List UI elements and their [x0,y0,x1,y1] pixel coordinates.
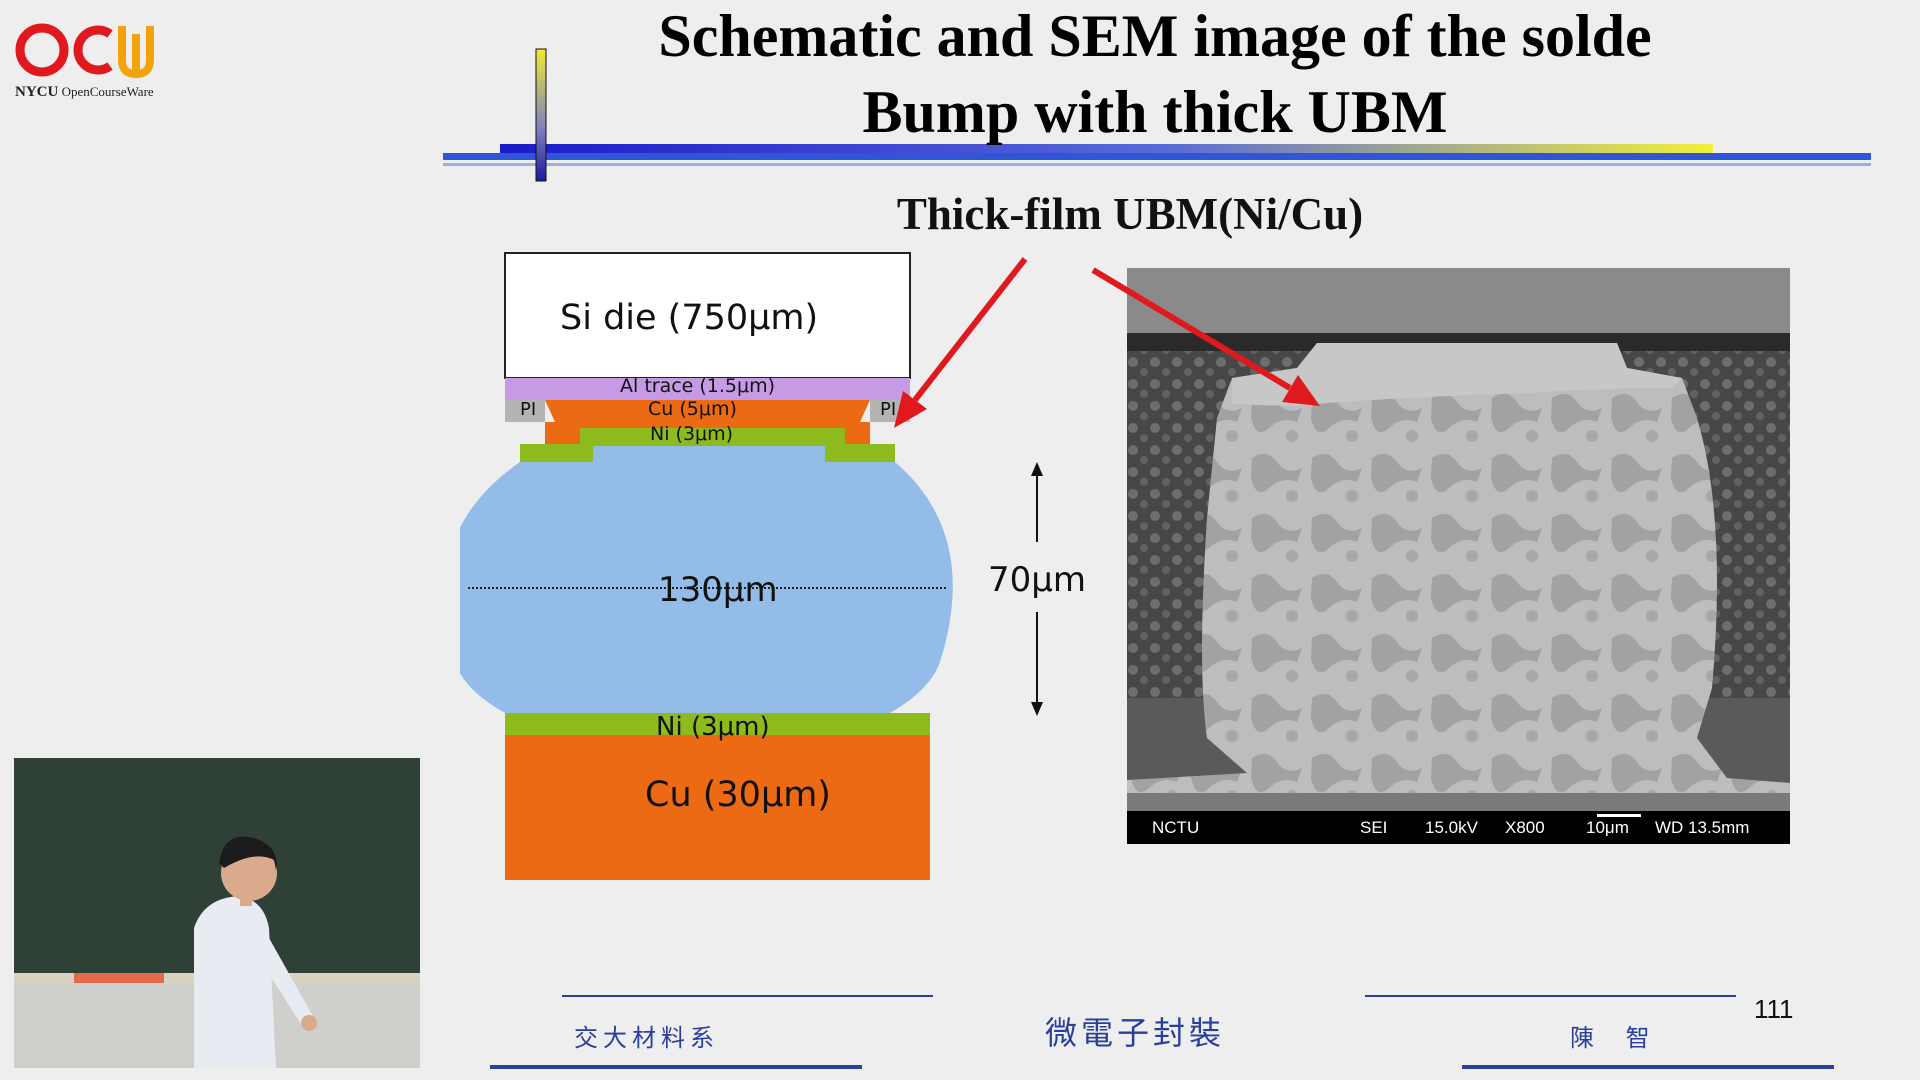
al-trace-label: Al trace (1.5μm) [620,375,776,397]
sem-scale: 10μm [1586,818,1629,837]
logo-sub: OpenCourseWare [61,84,154,99]
ni-top-label: Ni (3μm) [650,423,734,445]
title-decoration [443,48,1871,182]
logo-caption: NYCU OpenCourseWare [15,84,154,101]
slide-title-line2: Bump with thick UBM [862,79,1448,145]
sem-scale-bar [1597,814,1641,817]
lecturer-video [14,758,420,1068]
sem-mag: X800 [1505,818,1545,837]
height-label: 70μm [988,560,1087,600]
footer-lines [490,995,1834,1069]
slide-subtitle: Thick-film UBM(Ni/Cu) [896,189,1364,239]
pi-left-label: PI [520,399,537,420]
slide-title-line1: Schematic and SEM image of the solde [658,3,1652,69]
sem-wd: WD 13.5mm [1655,818,1750,837]
sem-mode: SEI [1360,818,1388,837]
bump-schematic [460,252,1043,880]
sem-info-bar: NCTU SEI 15.0kV X800 10μm WD 13.5mm [1127,811,1790,844]
sem-image: NCTU SEI 15.0kV X800 10μm WD 13.5mm [1127,268,1790,844]
sem-org: NCTU [1152,818,1200,837]
cu-top-label: Cu (5μm) [648,398,737,420]
sem-micrograph [1127,268,1790,811]
cu-bottom-label: Cu (30μm) [645,775,831,815]
lecturer-video-frame [14,758,420,1068]
footer-dept: 交大材料系 [574,1024,719,1052]
width-label: 130μm [658,570,778,610]
ni-bottom-label: Ni (3μm) [656,712,770,742]
sem-kv: 15.0kV [1425,818,1478,837]
ocw-logo [15,23,154,79]
footer-course: 微電子封裝 [1045,1014,1226,1052]
footer-author: 陳 智 [1570,1024,1662,1052]
logo-brand: NYCU [15,84,59,100]
si-die-label: Si die (750μm) [560,298,819,338]
pi-right-label: PI [880,399,897,420]
page-number: 111 [1754,994,1794,1024]
